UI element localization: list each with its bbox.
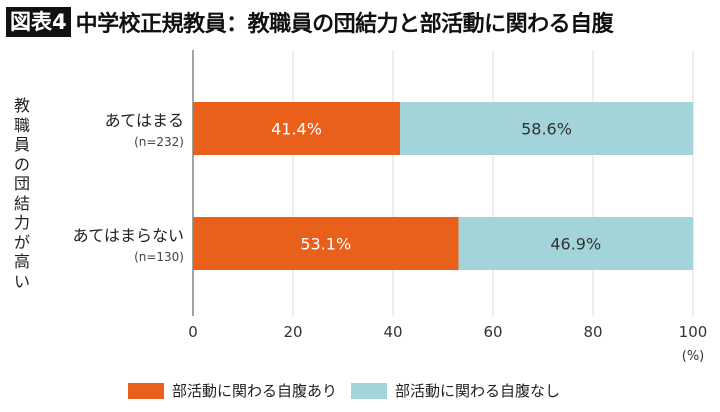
data-label: 53.1% — [300, 235, 351, 254]
legend-swatch — [351, 382, 388, 399]
data-label: 58.6% — [521, 120, 572, 139]
legend-item: 部活動に関わる自腹あり — [128, 380, 337, 401]
x-tick-label: 60 — [483, 323, 502, 341]
category-label: あてはまらない — [73, 226, 184, 245]
legend-label: 部活動に関わる自腹あり — [172, 382, 338, 400]
bar-segment — [400, 102, 693, 155]
x-tick-label: 20 — [283, 323, 302, 341]
x-tick-label: 0 — [188, 323, 198, 341]
y-axis-label: 教職員の団結力が高い — [13, 96, 30, 291]
x-tick-label: 40 — [383, 323, 402, 341]
x-axis-unit: (%) — [682, 349, 705, 364]
category-n-label: (n=130) — [134, 250, 184, 264]
chart-title: 中学校正規教員：教職員の団結力と部活動に関わる自腹 — [75, 12, 614, 37]
legend-label: 部活動に関わる自腹なし — [395, 382, 561, 400]
category-label: あてはまる — [105, 111, 184, 130]
bar-segment — [193, 102, 400, 155]
bar-segment — [193, 217, 459, 270]
category-n-label: (n=232) — [134, 135, 184, 149]
figure-badge: 図表4 — [6, 7, 71, 37]
legend: 部活動に関わる自腹あり 部活動に関わる自腹なし — [128, 380, 574, 401]
chart-header: 図表4 中学校正規教員：教職員の団結力と部活動に関わる自腹 — [6, 6, 614, 38]
legend-swatch — [128, 382, 164, 399]
x-tick-label: 80 — [583, 323, 602, 341]
x-tick-label: 100 — [679, 323, 708, 341]
legend-item: 部活動に関わる自腹なし — [351, 380, 560, 401]
bar-segment — [458, 217, 693, 270]
data-label: 46.9% — [550, 235, 601, 254]
data-label: 41.4% — [271, 120, 322, 139]
